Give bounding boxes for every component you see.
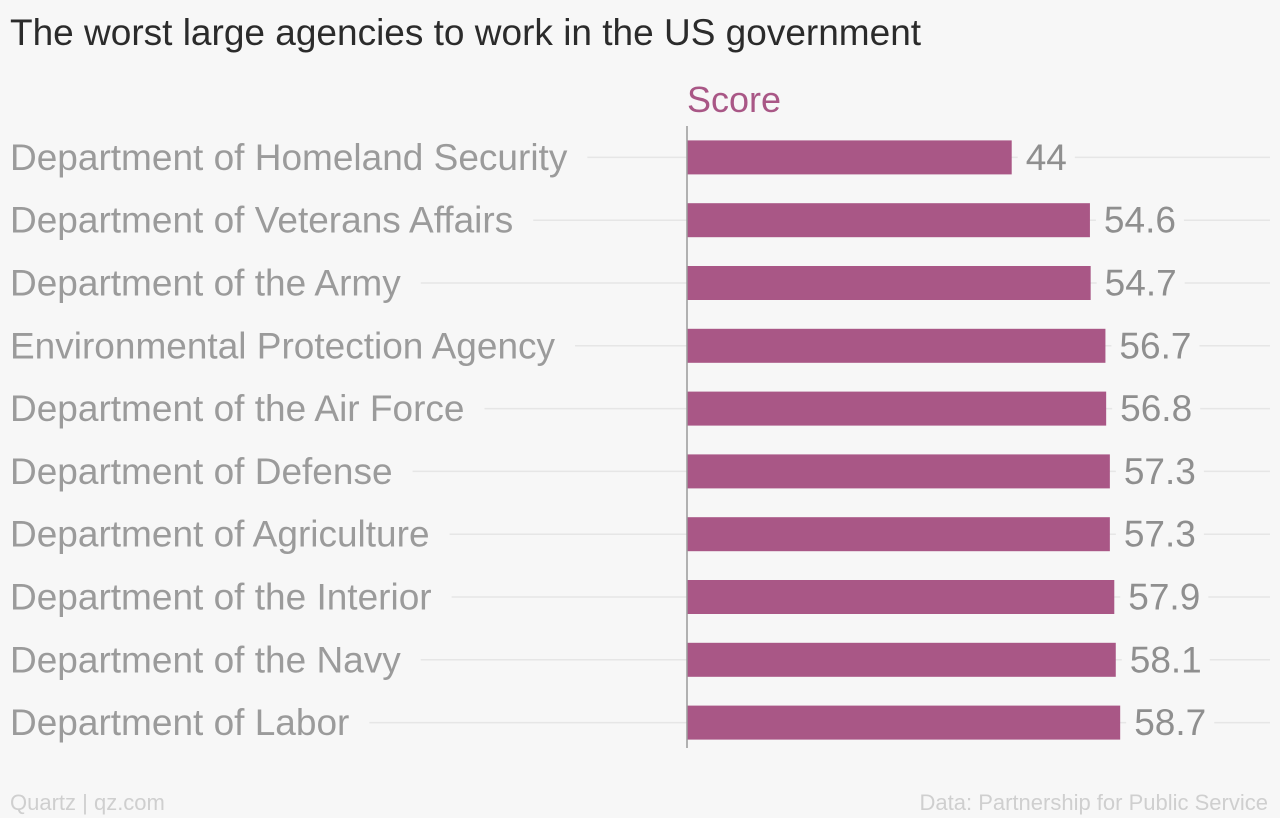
category-label: Department of Veterans Affairs [10, 200, 513, 241]
category-label: Department of Homeland Security [10, 137, 568, 178]
value-label-bg [1112, 390, 1201, 427]
category-label: Department of Agriculture [10, 514, 430, 555]
value-label-bg [1095, 202, 1184, 239]
series-label-score: Score [687, 79, 781, 120]
value-label-bg [1115, 516, 1204, 553]
category-label: Department of the Interior [10, 577, 432, 618]
footer-source: Data: Partnership for Public Service [919, 790, 1269, 815]
bar-chart: Score Department of Homeland Security 44 De… [10, 79, 1270, 748]
value-label: 56.8 [1120, 388, 1192, 429]
bar [687, 454, 1110, 489]
bar [687, 203, 1090, 238]
value-label: 57.9 [1128, 577, 1200, 618]
category-label: Department of the Army [10, 263, 401, 304]
bar [687, 391, 1107, 426]
bar [687, 140, 1012, 175]
category-label: Environmental Protection Agency [10, 325, 556, 366]
value-label-bg [1115, 453, 1204, 490]
category-label: Department of Defense [10, 451, 393, 492]
value-label: 54.6 [1104, 200, 1176, 241]
chart-title: The worst large agencies to work in the … [10, 12, 922, 53]
bar [687, 266, 1091, 300]
value-label-bg [1120, 579, 1209, 615]
bar [687, 517, 1110, 552]
value-label: 58.7 [1134, 702, 1206, 743]
value-label: 58.1 [1130, 639, 1202, 680]
bar [687, 580, 1115, 614]
footer-credit: Quartz | qz.com [10, 790, 165, 815]
value-label-bg [1017, 139, 1075, 176]
value-label-bg [1126, 704, 1215, 741]
value-label: 56.7 [1119, 325, 1191, 366]
category-label: Department of the Navy [10, 639, 401, 680]
value-label: 54.7 [1105, 263, 1177, 304]
bar [687, 328, 1106, 363]
bar [687, 705, 1121, 740]
value-label-bg [1121, 641, 1210, 678]
value-label: 57.3 [1124, 514, 1196, 555]
bar [687, 642, 1116, 677]
category-label: Department of the Air Force [10, 388, 464, 429]
value-label: 44 [1026, 137, 1067, 178]
value-label: 57.3 [1124, 451, 1196, 492]
category-label: Department of Labor [10, 702, 349, 743]
value-label-bg [1111, 327, 1200, 364]
value-label-bg [1096, 265, 1185, 301]
